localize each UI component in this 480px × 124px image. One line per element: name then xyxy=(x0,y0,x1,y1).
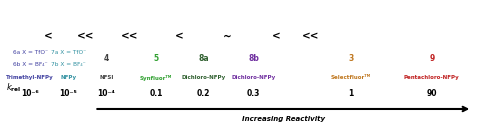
Text: Increasing Reactivity: Increasing Reactivity xyxy=(242,116,325,122)
Text: <<: << xyxy=(302,32,319,42)
Text: 1: 1 xyxy=(348,89,354,98)
Text: 9: 9 xyxy=(429,54,434,63)
Text: 10⁻⁶: 10⁻⁶ xyxy=(22,89,39,98)
Text: Dichloro-NFPy: Dichloro-NFPy xyxy=(231,75,276,80)
Text: 8a: 8a xyxy=(198,54,209,63)
Text: Dichloro-NFPy: Dichloro-NFPy xyxy=(181,75,226,80)
Text: 7a X = TfO⁻: 7a X = TfO⁻ xyxy=(50,50,86,55)
Text: 0.2: 0.2 xyxy=(197,89,210,98)
Text: 4: 4 xyxy=(104,54,109,63)
Text: ~: ~ xyxy=(223,32,232,42)
Text: <: < xyxy=(272,32,280,42)
Text: 0.1: 0.1 xyxy=(149,89,163,98)
Text: NFPy: NFPy xyxy=(60,75,76,80)
Text: 5: 5 xyxy=(154,54,159,63)
Text: 10⁻⁴: 10⁻⁴ xyxy=(97,89,115,98)
Text: 3: 3 xyxy=(348,54,354,63)
Text: Trimethyl-NFPy: Trimethyl-NFPy xyxy=(6,75,54,80)
Text: 90: 90 xyxy=(427,89,437,98)
Text: 0.3: 0.3 xyxy=(247,89,260,98)
Text: 10⁻⁵: 10⁻⁵ xyxy=(60,89,77,98)
Text: 7b X = BF₄⁻: 7b X = BF₄⁻ xyxy=(51,62,85,67)
Text: Pentachloro-NFPy: Pentachloro-NFPy xyxy=(404,75,460,80)
Text: $k_{\mathregular{rel}}$: $k_{\mathregular{rel}}$ xyxy=(7,81,22,94)
Text: <: < xyxy=(44,32,52,42)
Text: <<: << xyxy=(77,32,95,42)
Text: NFSI: NFSI xyxy=(99,75,113,80)
Text: 6b X = BF₄⁻: 6b X = BF₄⁻ xyxy=(13,62,48,67)
Text: 6a X = TfO⁻: 6a X = TfO⁻ xyxy=(12,50,48,55)
Text: Selectfluorᵀᴹ: Selectfluorᵀᴹ xyxy=(331,75,371,80)
Text: 8b: 8b xyxy=(248,54,259,63)
Text: <: < xyxy=(175,32,183,42)
Text: <<: << xyxy=(121,32,139,42)
Text: Synfluorᵀᴹ: Synfluorᵀᴹ xyxy=(140,75,172,81)
